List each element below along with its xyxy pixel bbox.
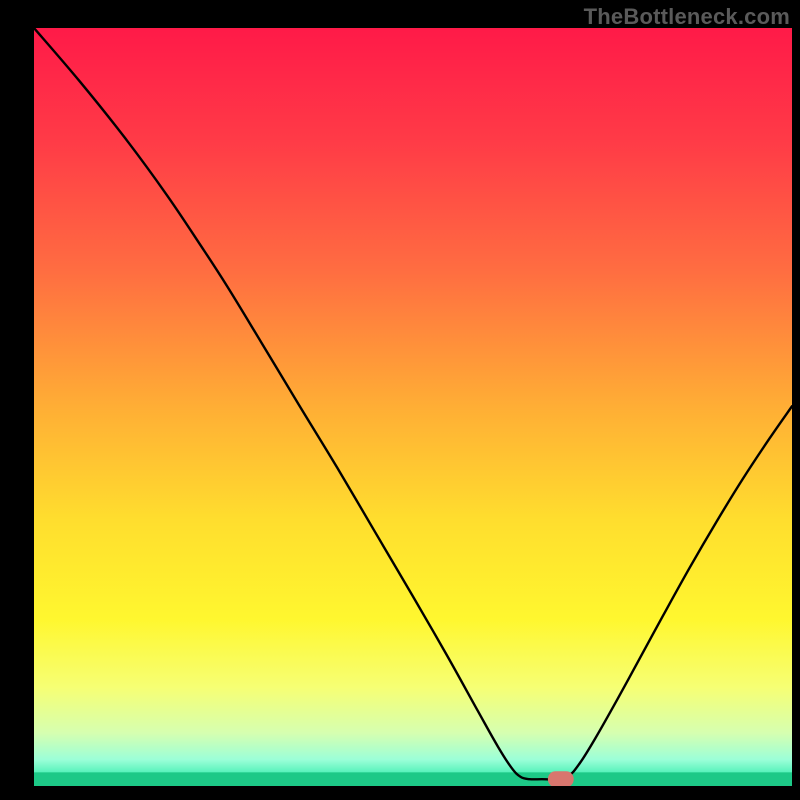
minimum-marker [548, 771, 574, 787]
watermark-text: TheBottleneck.com [584, 4, 790, 30]
bottleneck-curve-plot [0, 0, 800, 800]
green-bottom-band [34, 772, 792, 786]
chart-frame: TheBottleneck.com [0, 0, 800, 800]
gradient-background [34, 28, 792, 786]
